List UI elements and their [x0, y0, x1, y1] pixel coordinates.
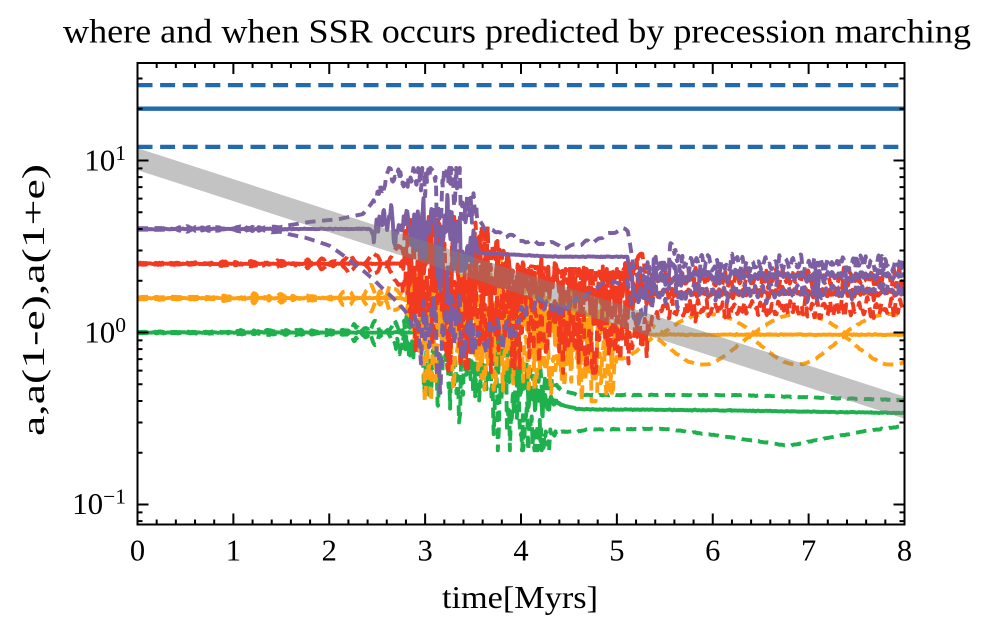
svg-text:5: 5 [609, 534, 624, 568]
svg-text:a,a(1-e),a(1+e): a,a(1-e),a(1+e) [16, 164, 51, 436]
svg-text:0: 0 [130, 534, 145, 568]
svg-text:8: 8 [897, 534, 912, 568]
svg-text:where and when SSR occurs pred: where and when SSR occurs predicted by p… [63, 14, 971, 51]
svg-text:2: 2 [322, 534, 337, 568]
svg-text:4: 4 [513, 534, 528, 568]
svg-text:3: 3 [417, 534, 432, 568]
svg-text:7: 7 [801, 534, 816, 568]
svg-text:101: 101 [84, 141, 126, 178]
svg-text:time[Myrs]: time[Myrs] [442, 580, 598, 615]
svg-text:6: 6 [705, 534, 720, 568]
svg-text:1: 1 [226, 534, 241, 568]
